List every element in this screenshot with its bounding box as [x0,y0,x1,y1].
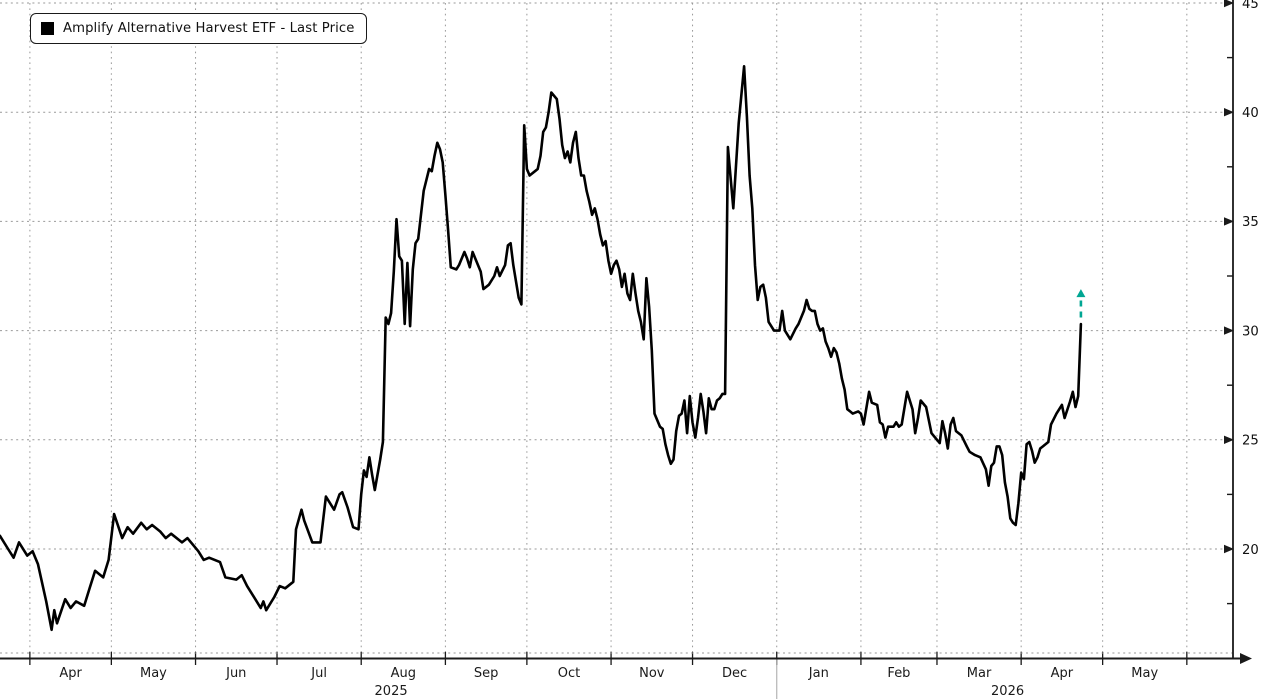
up-arrow-annotation-head-icon [1076,289,1086,298]
y-tick-arrow-icon [1224,544,1234,554]
legend-chip[interactable]: Amplify Alternative Harvest ETF - Last P… [30,13,368,44]
y-tick-label: 30 [1242,324,1259,339]
y-tick-arrow-icon [1224,326,1234,335]
month-label: Sep [474,666,499,681]
y-tick-arrow-icon [1224,108,1234,117]
price-line-series [0,65,1083,632]
month-label: Jul [310,666,327,681]
y-tick-label: 20 [1242,543,1259,558]
month-label: Apr [1051,666,1074,681]
y-tick-arrow-icon [1224,217,1234,226]
year-label: 2026 [991,684,1024,699]
y-tick-label: 25 [1242,434,1259,449]
month-label: Aug [391,666,416,681]
month-label: Oct [558,666,580,681]
month-label: Dec [722,666,747,681]
month-label: Jan [808,666,829,681]
y-tick-arrow-icon [1224,0,1234,8]
month-label: Mar [967,666,992,681]
y-tick-arrow-icon [1224,435,1234,444]
y-tick-label: 45 [1242,0,1259,12]
month-label: Jun [225,666,246,681]
month-label: Apr [59,666,82,681]
month-label: Feb [887,666,910,681]
month-label: May [1131,666,1158,681]
legend-label: Amplify Alternative Harvest ETF - Last P… [63,21,355,36]
y-tick-label: 35 [1242,215,1259,230]
month-label: May [140,666,167,681]
y-tick-label: 40 [1242,106,1259,121]
series-swatch-icon [41,22,54,35]
x-axis-arrow-icon [1240,653,1252,664]
month-label: Nov [639,666,665,681]
year-label: 2025 [375,684,408,699]
